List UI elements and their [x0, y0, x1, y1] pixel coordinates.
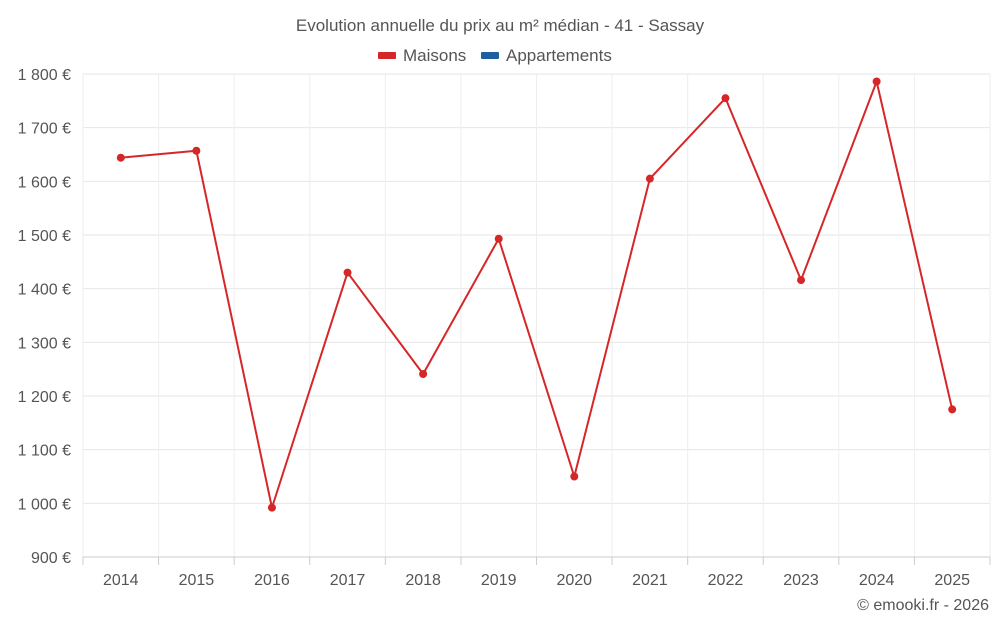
data-point-maisons-2018[interactable] [419, 369, 428, 378]
data-point-maisons-2020[interactable] [570, 472, 579, 481]
y-tick-label: 1 700 € [18, 121, 71, 138]
y-tick-label: 1 300 € [18, 335, 71, 352]
legend-label-appartements[interactable]: Appartements [506, 46, 612, 65]
y-tick-label: 1 400 € [18, 282, 71, 299]
data-point-maisons-2016[interactable] [267, 503, 276, 512]
series-line-maisons [120, 80, 954, 509]
x-tick-label: 2015 [179, 572, 215, 589]
y-tick-label: 1 500 € [18, 228, 71, 245]
x-tick-label: 2021 [632, 572, 668, 589]
y-tick-label: 1 600 € [18, 174, 71, 191]
x-tick-label: 2024 [859, 572, 895, 589]
y-tick-label: 900 € [31, 550, 71, 567]
x-tick-label: 2022 [708, 572, 744, 589]
y-axis-ticks: 900 € 1 000 € 1 100 € 1 200 € 1 300 € 1 400 €… [18, 67, 71, 567]
y-tick-label: 1 100 € [18, 443, 71, 460]
x-tick-label: 2019 [481, 572, 517, 589]
x-tick-label: 2017 [330, 572, 366, 589]
x-tick-label: 2023 [783, 572, 819, 589]
data-point-maisons-2017[interactable] [343, 268, 352, 277]
data-point-maisons-2024[interactable] [872, 77, 881, 86]
legend-label-maisons[interactable]: Maisons [403, 46, 466, 65]
data-point-maisons-2023[interactable] [797, 276, 806, 285]
data-point-maisons-2025[interactable] [948, 405, 957, 414]
series-maisons [116, 77, 957, 512]
legend-swatch-appartements [481, 52, 499, 59]
legend[interactable]: Maisons Appartements [378, 46, 612, 65]
chart-title: Evolution annuelle du prix au m² médian … [296, 16, 705, 35]
x-tick-label: 2016 [254, 572, 290, 589]
data-point-maisons-2014[interactable] [116, 153, 125, 162]
y-tick-label: 1 800 € [18, 67, 71, 84]
data-point-maisons-2015[interactable] [192, 146, 201, 155]
grid [82, 73, 991, 557]
y-tick-label: 1 200 € [18, 389, 71, 406]
x-tick-label: 2020 [556, 572, 592, 589]
data-point-maisons-2022[interactable] [721, 94, 730, 103]
data-point-maisons-2021[interactable] [645, 174, 654, 183]
x-tick-label: 2014 [103, 572, 139, 589]
x-tick-label: 2025 [934, 572, 970, 589]
y-tick-label: 1 000 € [18, 496, 71, 513]
data-point-maisons-2019[interactable] [494, 234, 503, 243]
x-tick-label: 2018 [405, 572, 441, 589]
legend-swatch-maisons [378, 52, 396, 59]
x-axis-ticks: 2014 2015 2016 2017 2018 2019 2020 2021 2022 2023… [82, 557, 991, 589]
credit-text: © emooki.fr - 2026 [857, 597, 989, 614]
